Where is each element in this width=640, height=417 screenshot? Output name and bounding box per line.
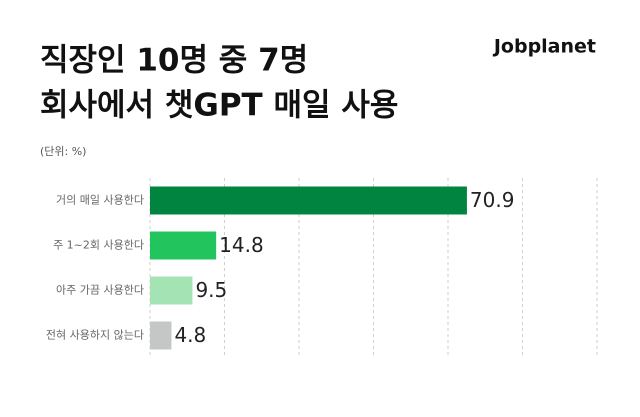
bar	[150, 186, 467, 215]
data-label: 4.8	[174, 323, 206, 347]
data-label: 9.5	[195, 278, 227, 302]
data-label: 70.9	[470, 188, 515, 212]
y-tick-label: 아주 가끔 사용한다	[56, 284, 144, 297]
y-tick-label: 전혀 사용하지 않는다	[46, 328, 144, 342]
chart-title: 직장인 10명 중 7명	[40, 43, 308, 79]
bar	[150, 276, 193, 305]
y-tick-label: 주 1~2회 사용한다	[53, 239, 144, 252]
bar	[150, 321, 172, 350]
y-tick-label: 거의 매일 사용한다	[56, 193, 144, 207]
brand-logo: Jobplanet	[492, 36, 596, 58]
chart-title: 회사에서 챗GPT 매일 사용	[40, 88, 398, 124]
data-label: 14.8	[219, 233, 264, 257]
chart-subtitle: (단위: %)	[40, 145, 86, 158]
bar	[150, 231, 217, 260]
